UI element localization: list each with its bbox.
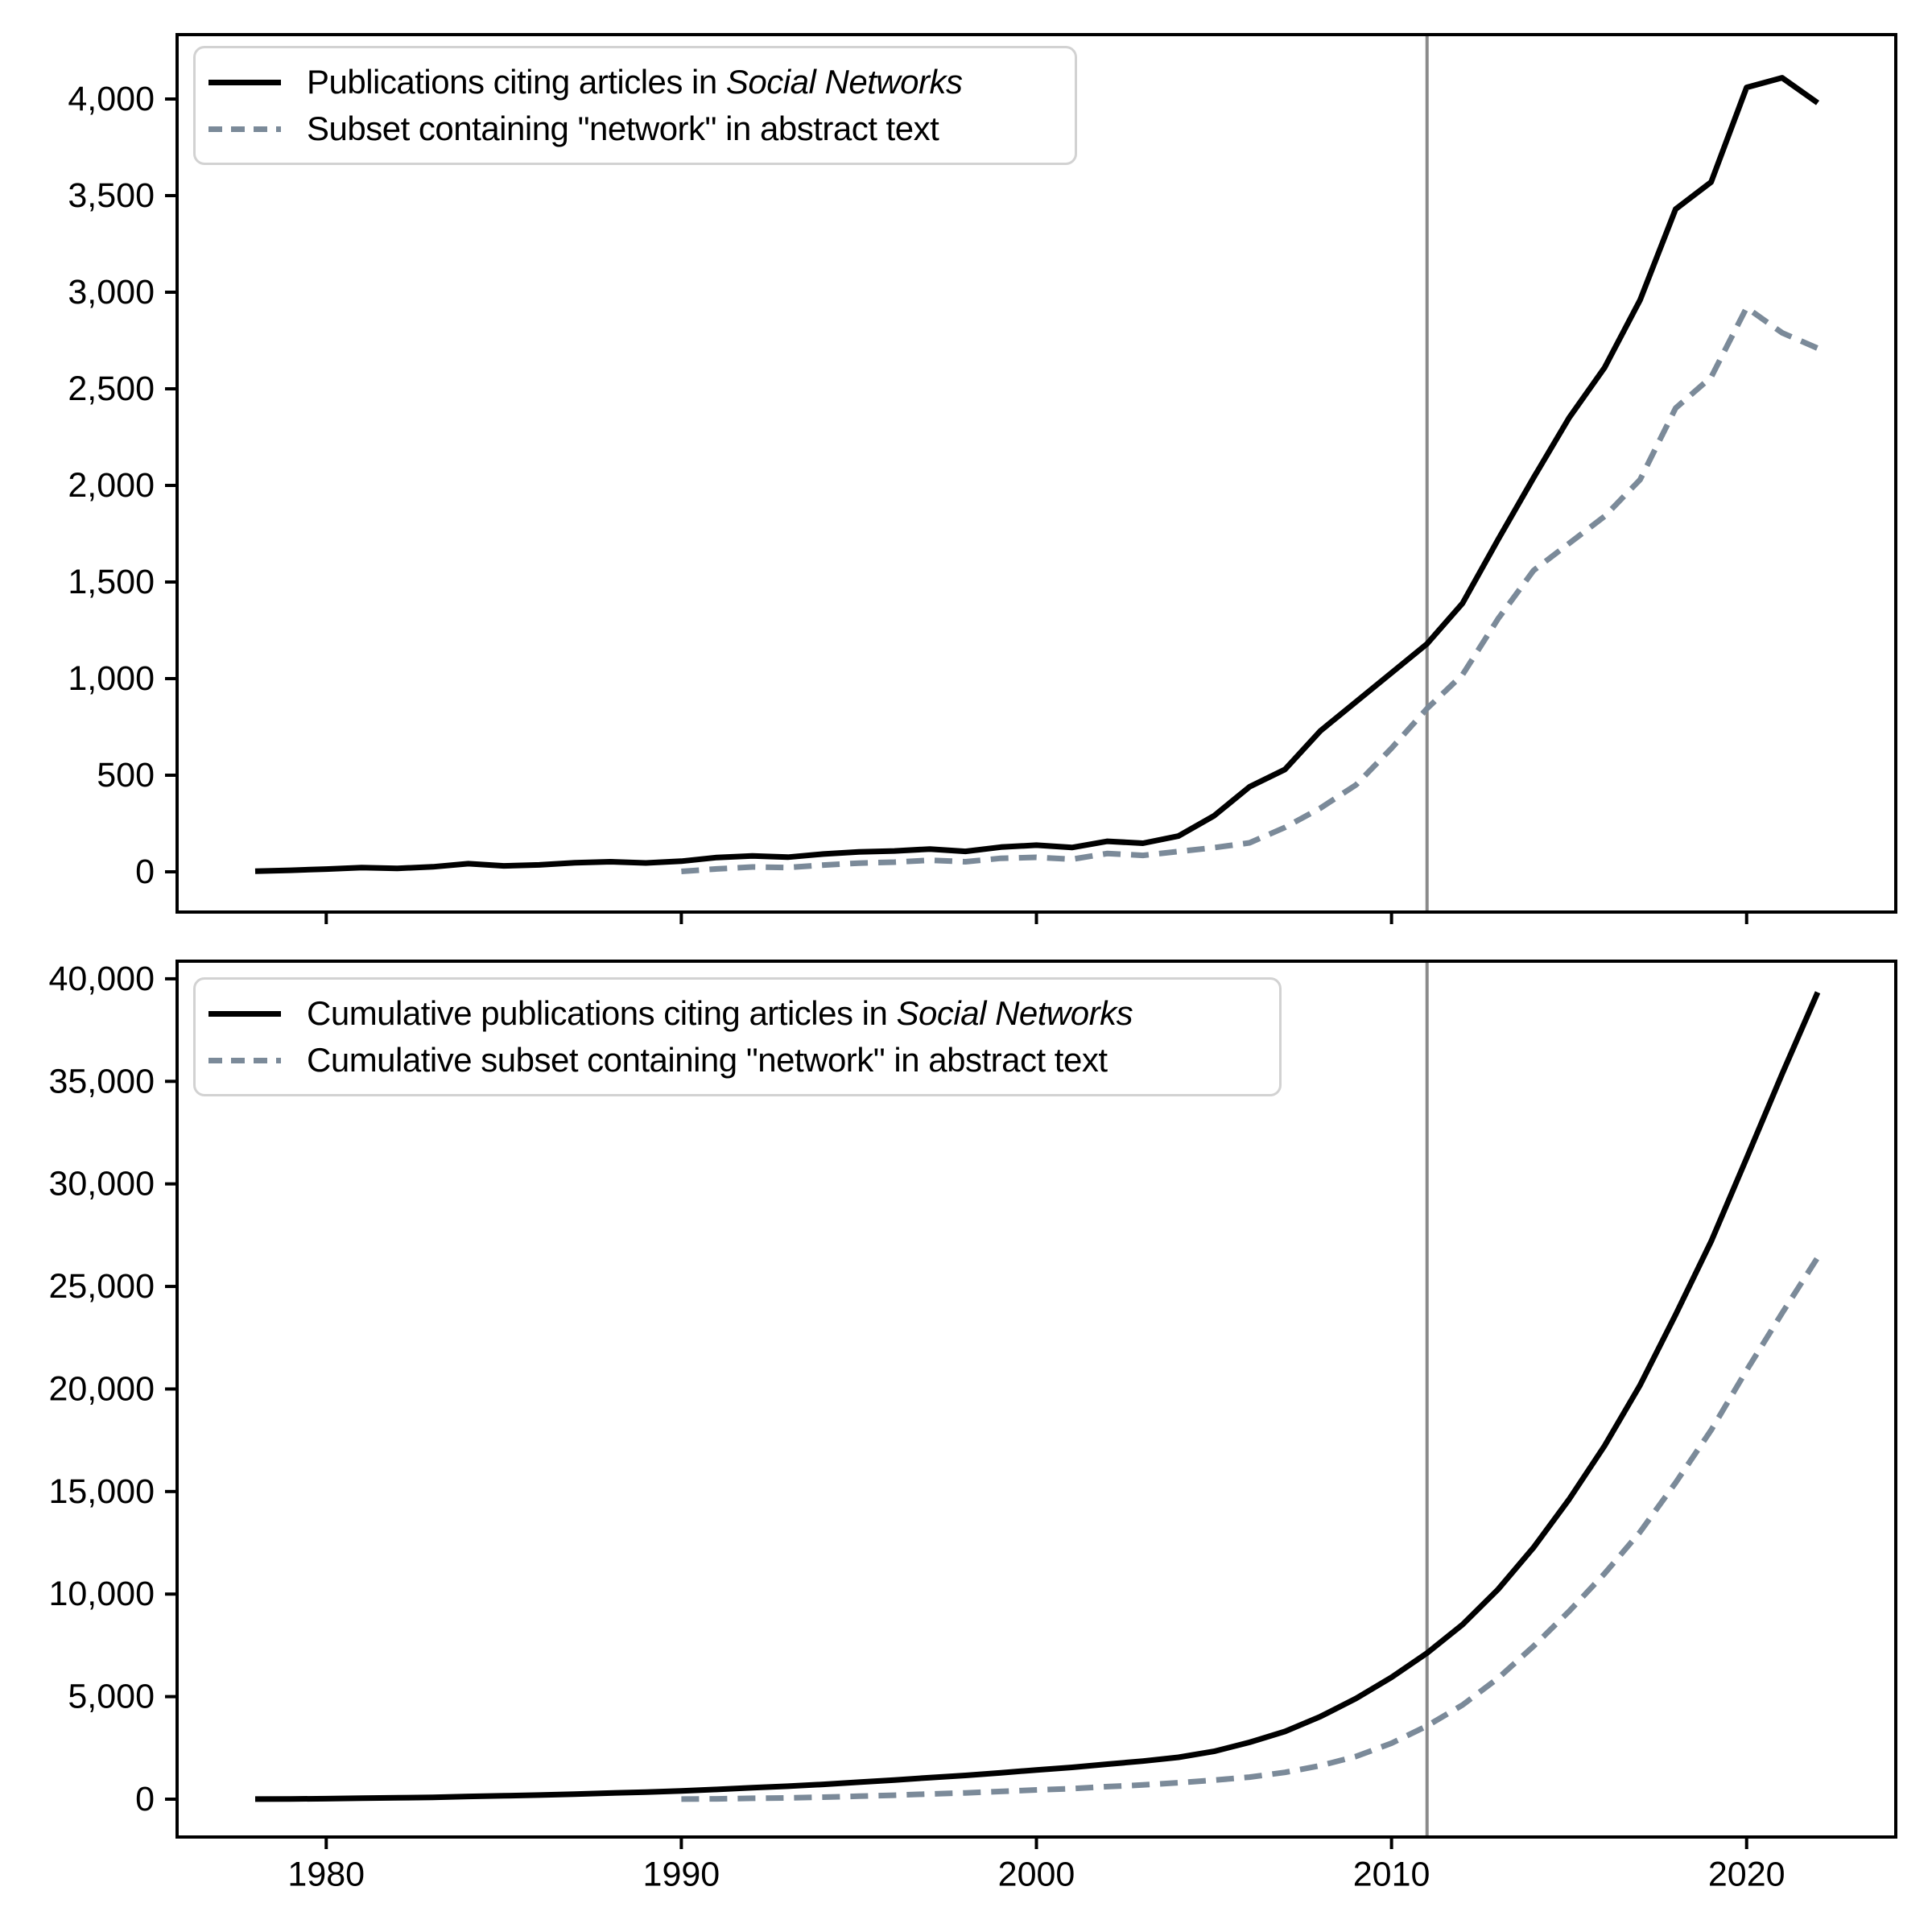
y-tick-label: 10,000 [48,1575,155,1613]
x-tick-label: 1990 [643,1855,720,1893]
x-tick-label: 2020 [1708,1855,1785,1893]
y-tick-label: 3,500 [68,176,155,215]
y-tick-label: 30,000 [48,1165,155,1203]
legend-annual: Publications citing articles in Social N… [193,46,1077,165]
y-tick-label: 2,000 [68,466,155,505]
dashed-line-sample [208,126,281,132]
y-tick-label: 0 [135,852,155,891]
legend-item-cumulative-subset: Cumulative subset containing "network" i… [208,1041,1263,1080]
y-tick-label: 5,000 [68,1678,155,1716]
dashed-line-sample [208,1057,281,1063]
y-tick-label: 2,500 [68,369,155,408]
series-line-solid-annual [254,75,1820,874]
legend-label: Cumulative publications citing articles … [307,994,1133,1032]
y-tick-label: 1,500 [68,563,155,601]
x-tick-label: 2000 [998,1855,1075,1893]
legend-item-publications: Publications citing articles in Social N… [208,63,1059,101]
y-tick-label: 0 [135,1780,155,1818]
series-line-solid-cumulative [254,991,1821,1802]
y-tick-label: 35,000 [48,1062,155,1100]
y-tick-label: 25,000 [48,1267,155,1306]
solid-line-sample [208,79,281,85]
legend-item-cumulative-publications: Cumulative publications citing articles … [208,994,1263,1033]
y-tick-label: 20,000 [48,1369,155,1408]
y-tick-label: 3,000 [68,273,155,312]
panel-frame-annual [175,33,1897,914]
solid-line-sample [208,1010,281,1017]
y-tick-label: 15,000 [48,1472,155,1511]
x-tick-label: 2010 [1353,1855,1430,1893]
legend-cumulative: Cumulative publications citing articles … [193,977,1282,1096]
series-line-dashed-cumulative [681,1256,1820,1802]
legend-item-subset: Subset containing "network" in abstract … [208,109,1059,148]
y-tick-label: 1,000 [68,659,155,698]
legend-label: Cumulative subset containing "network" i… [307,1041,1108,1079]
y-tick-label: 500 [97,756,155,795]
legend-label: Subset containing "network" in abstract … [307,109,939,147]
legend-label: Publications citing articles in Social N… [307,63,963,101]
y-tick-label: 4,000 [68,80,155,118]
series-line-dashed-annual [681,304,1819,874]
y-tick-label: 40,000 [48,960,155,998]
x-tick-label: 1980 [287,1855,365,1893]
